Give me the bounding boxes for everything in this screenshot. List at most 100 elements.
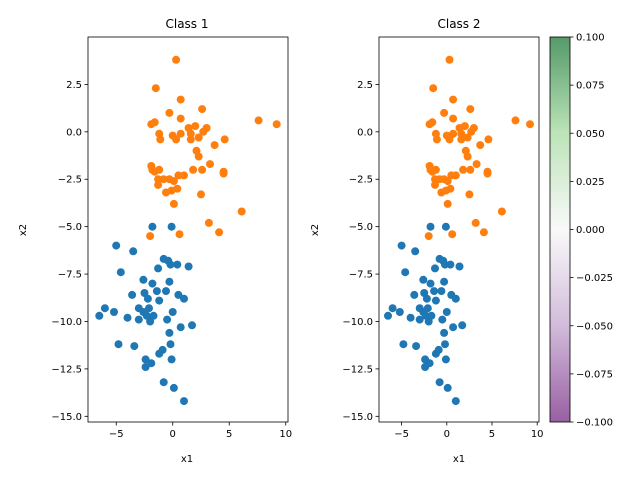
- scatter-point: [148, 279, 157, 288]
- scatter-point: [426, 279, 435, 288]
- scatter-point: [463, 152, 472, 161]
- scatter-point: [449, 114, 458, 123]
- scatter-point: [175, 230, 184, 239]
- scatter-point: [431, 264, 439, 273]
- class-1-frame: [87, 36, 289, 423]
- scatter-point: [198, 165, 207, 174]
- colorbar-tick-label: 0.075: [576, 81, 605, 92]
- scatter-point: [384, 311, 392, 320]
- scatter-point: [419, 275, 428, 284]
- scatter-point: [511, 116, 520, 125]
- scatter-point: [180, 171, 188, 180]
- scatter-point: [155, 165, 164, 174]
- x-tick-label: 5: [489, 429, 495, 440]
- scatter-point: [176, 323, 185, 332]
- scatter-point: [110, 308, 118, 316]
- scatter-point: [180, 294, 188, 303]
- class-1-x-ticks: −5 0 5 10: [109, 422, 292, 440]
- y-tick-label: −15.0: [342, 412, 373, 423]
- scatter-point: [399, 340, 408, 349]
- scatter-point: [460, 122, 469, 131]
- scatter-point: [158, 345, 167, 354]
- scatter-point: [445, 135, 454, 144]
- scatter-point: [434, 345, 443, 354]
- scatter-point: [440, 108, 449, 117]
- scatter-point: [451, 294, 460, 303]
- colorbar-tick-label: 0.000: [576, 225, 605, 236]
- scatter-point: [469, 124, 478, 132]
- scatter-point: [431, 180, 439, 189]
- y-tick-label: −15.0: [51, 412, 82, 423]
- colorbar-tick-label: 0.050: [576, 129, 605, 140]
- scatter-point: [167, 222, 176, 231]
- scatter-point: [186, 129, 195, 138]
- y-tick-label: 0.0: [357, 127, 373, 138]
- scatter-point: [139, 275, 148, 284]
- scatter-point: [479, 228, 488, 237]
- scatter-point: [441, 260, 449, 269]
- y-tick-label: −10.0: [342, 317, 373, 328]
- scatter-point: [184, 262, 193, 271]
- scatter-point: [441, 222, 450, 231]
- scatter-point: [441, 355, 450, 364]
- scatter-point: [191, 122, 200, 131]
- scatter-point: [168, 308, 177, 316]
- scatter-point: [484, 135, 493, 144]
- y-tick-label: −2.5: [58, 175, 82, 186]
- scatter-point: [431, 296, 440, 305]
- scatter-point: [166, 260, 175, 269]
- scatter-point: [152, 287, 161, 296]
- scatter-point: [272, 120, 281, 129]
- scatter-point: [463, 133, 472, 142]
- scatter-point: [388, 304, 397, 313]
- scatter-point: [443, 177, 452, 186]
- scatter-point: [134, 315, 143, 324]
- class-2-x-ticks: −5 0 5 10: [394, 422, 544, 440]
- scatter-point: [198, 105, 207, 114]
- colorbar: −0.100 −0.075 −0.050 −0.025 0.000 0.025 0.050 0…: [549, 33, 613, 429]
- scatter-point: [176, 129, 185, 138]
- scatter-point: [147, 359, 156, 368]
- scatter-point: [451, 397, 460, 406]
- scatter-point: [237, 207, 246, 216]
- scatter-point: [194, 133, 203, 142]
- x-tick-label: 5: [226, 429, 232, 440]
- scatter-point: [154, 180, 163, 189]
- scatter-point: [130, 342, 139, 351]
- class-2-xlabel: x1: [453, 454, 465, 465]
- y-tick-label: −5.0: [58, 222, 82, 233]
- class-2-points: [384, 55, 534, 406]
- class-1-panel: Class 1 −5 0 5 10 −15.0 −12.5 −10.0 −7.5 −5.0 −2…: [18, 17, 292, 465]
- colorbar-tick-label: 0.025: [576, 177, 605, 188]
- y-tick-label: −2.5: [349, 175, 373, 186]
- scatter-point: [123, 313, 132, 322]
- scatter-point: [424, 232, 433, 241]
- scatter-point: [401, 268, 410, 277]
- scatter-point: [128, 290, 137, 299]
- class-2-ylabel: x2: [310, 224, 321, 236]
- scatter-point: [151, 84, 160, 93]
- y-tick-label: 2.5: [357, 80, 373, 91]
- scatter-point: [438, 315, 447, 324]
- scatter-point: [254, 116, 263, 125]
- colorbar-tick-label: −0.075: [576, 369, 613, 380]
- class-1-points: [95, 55, 281, 406]
- scatter-point: [100, 304, 109, 313]
- scatter-point: [163, 315, 172, 324]
- scatter-point: [220, 135, 229, 144]
- scatter-point: [427, 311, 436, 320]
- scatter-point: [147, 120, 156, 129]
- scatter-point: [422, 294, 431, 303]
- scatter-point: [455, 262, 464, 271]
- colorbar-gradient: [550, 37, 570, 422]
- scatter-point: [155, 296, 164, 305]
- scatter-point: [483, 169, 492, 178]
- scatter-point: [156, 135, 165, 144]
- scatter-point: [465, 190, 474, 199]
- scatter-point: [169, 383, 178, 392]
- scatter-point: [526, 120, 534, 129]
- scatter-point: [148, 222, 157, 231]
- x-tick-label: 0: [444, 429, 450, 440]
- scatter-point: [143, 294, 152, 303]
